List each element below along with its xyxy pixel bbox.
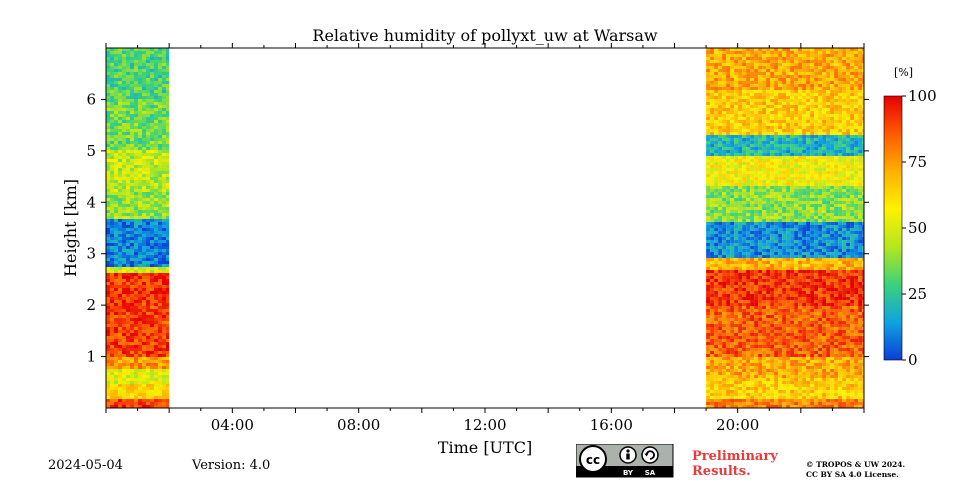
x-axis-label: Time [UTC] [438,438,532,457]
y-tick-label: 4 [86,193,96,211]
y-tick-label: 1 [86,348,96,366]
chart-title: Relative humidity of pollyxt_uw at Warsa… [312,26,658,45]
footer-date: 2024-05-04 [48,458,123,473]
heatmap-segment-night-late [706,48,864,408]
cc-license-badge[interactable]: cc BY SA [576,444,674,478]
heatmap-layer [106,48,864,408]
colorbar-gradient [883,95,903,361]
x-axis: 04:00 08:00 12:00 16:00 20:00 [105,43,865,434]
footer-version: Version: 4.0 [192,458,271,473]
y-axis-label: Height [km] [61,179,80,277]
colorbar-unit: [%] [894,66,913,79]
cc-icon: cc [579,445,607,473]
copyright-note: © TROPOS & UW 2024. CC BY SA 4.0 License… [806,460,906,479]
colorbar-tick-label: 50 [908,219,927,237]
by-attribution-icon [619,446,637,464]
x-tick-label: 12:00 [463,416,506,434]
colorbar-tick-label: 25 [908,285,927,303]
colorbar-tick-label: 100 [908,87,937,105]
x-tick-label: 04:00 [211,416,254,434]
colorbar-tick-label: 75 [908,153,927,171]
y-tick-label: 2 [86,296,96,314]
y-axis: 1 2 3 4 5 6 [86,90,869,366]
colorbar-tick-label: 0 [908,351,918,369]
x-tick-label: 16:00 [590,416,633,434]
preliminary-results-note: Preliminary Results. [692,449,778,479]
y-tick-label: 3 [86,245,96,263]
x-tick-label: 20:00 [716,416,759,434]
heatmap-segment-night-early [106,48,170,408]
y-tick-label: 6 [86,90,96,108]
x-tick-label: 08:00 [337,416,380,434]
y-tick-label: 5 [86,142,96,160]
colorbar: [%] 0 25 50 75 100 [883,66,937,369]
sa-sharealike-icon [641,446,659,464]
